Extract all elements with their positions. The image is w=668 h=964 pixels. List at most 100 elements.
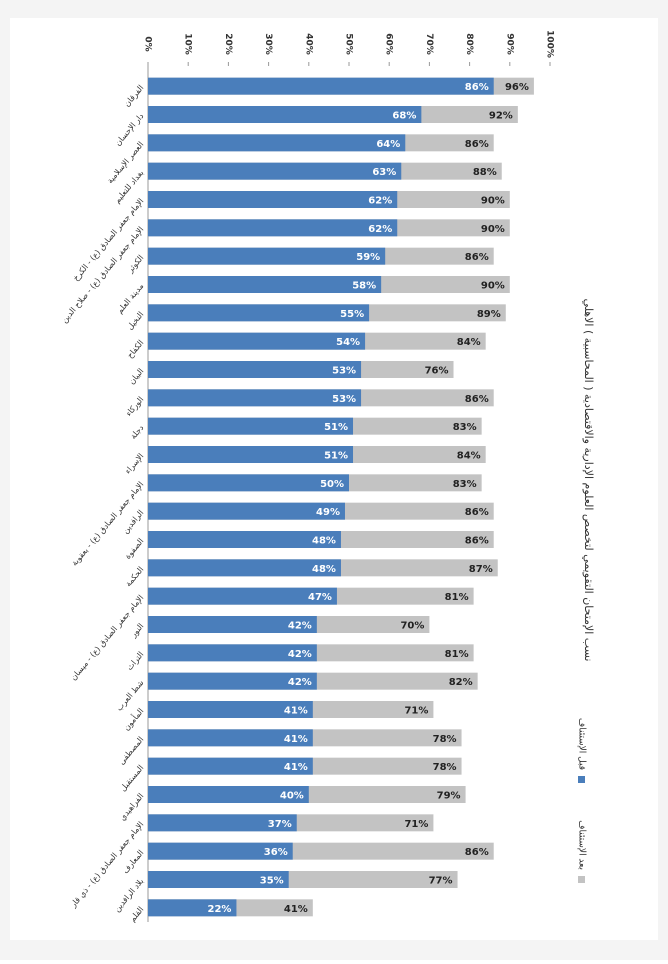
bar — [148, 276, 382, 293]
value-label: 90% — [481, 281, 505, 292]
bar — [148, 559, 341, 577]
value-label: 81% — [445, 649, 469, 660]
value-label: 90% — [481, 224, 505, 235]
value-label: 62% — [368, 196, 392, 207]
value-label: 71% — [404, 819, 428, 830]
value-label: 83% — [453, 479, 477, 490]
bar — [148, 701, 313, 718]
value-label: 71% — [404, 706, 428, 717]
value-label: 63% — [372, 167, 396, 178]
value-label: 78% — [433, 734, 457, 745]
value-label: 82% — [449, 677, 473, 688]
x-tick-label: 0% — [143, 36, 153, 51]
value-label: 49% — [316, 507, 340, 518]
value-label: 51% — [324, 451, 348, 462]
bar — [148, 446, 354, 463]
legend-swatch — [578, 776, 585, 783]
bar — [148, 502, 345, 520]
value-label: 42% — [288, 621, 312, 632]
value-label: 81% — [445, 592, 469, 603]
bar — [148, 587, 337, 605]
value-label: 68% — [392, 111, 416, 122]
value-label: 84% — [457, 451, 481, 462]
bar — [148, 672, 317, 690]
bar — [148, 134, 406, 152]
bar — [148, 757, 313, 775]
value-label: 90% — [481, 196, 505, 207]
bar — [148, 191, 398, 208]
value-label: 86% — [465, 139, 489, 150]
value-label: 41% — [284, 762, 308, 773]
bar — [148, 842, 293, 860]
bar — [148, 531, 341, 548]
value-label: 37% — [268, 819, 292, 830]
value-label: 70% — [400, 621, 424, 632]
value-label: 78% — [433, 762, 457, 773]
bar — [148, 644, 317, 662]
value-label: 89% — [477, 309, 501, 320]
value-label: 58% — [352, 281, 376, 292]
legend-label: قبل الإستئناف — [577, 718, 587, 770]
value-label: 76% — [425, 366, 449, 377]
bar — [148, 247, 386, 265]
value-label: 48% — [312, 564, 336, 575]
value-label: 86% — [465, 82, 489, 93]
bar — [148, 786, 309, 803]
value-label: 88% — [473, 167, 497, 178]
x-tick-label: 20% — [223, 33, 233, 55]
value-label: 59% — [356, 252, 380, 263]
bar — [148, 304, 370, 322]
value-label: 53% — [332, 394, 356, 405]
value-label: 42% — [288, 677, 312, 688]
bar — [148, 871, 289, 888]
value-label: 36% — [264, 847, 288, 858]
value-label: 42% — [288, 649, 312, 660]
value-label: 48% — [312, 536, 336, 547]
x-tick-label: 40% — [303, 33, 313, 55]
x-tick-label: 90% — [504, 33, 514, 55]
bar — [148, 389, 362, 407]
value-label: 50% — [320, 479, 344, 490]
value-label: 64% — [376, 139, 400, 150]
x-tick-label: 80% — [464, 33, 474, 55]
x-tick-label: 100% — [545, 30, 555, 58]
bar — [148, 361, 362, 378]
value-label: 47% — [308, 592, 332, 603]
value-label: 86% — [465, 847, 489, 858]
value-label: 86% — [465, 536, 489, 547]
value-label: 86% — [465, 507, 489, 518]
value-label: 86% — [465, 394, 489, 405]
bar — [148, 77, 494, 95]
bar — [148, 729, 313, 747]
value-label: 83% — [453, 422, 477, 433]
value-label: 96% — [505, 82, 529, 93]
value-label: 22% — [208, 904, 232, 915]
bar — [148, 106, 422, 123]
legend-label: بعد الإستئناف — [577, 820, 587, 870]
bar — [148, 616, 317, 633]
value-label: 54% — [336, 337, 360, 348]
value-label: 41% — [284, 706, 308, 717]
value-label: 41% — [284, 904, 308, 915]
bar — [148, 474, 349, 492]
value-label: 53% — [332, 366, 356, 377]
x-tick-label: 30% — [263, 33, 273, 55]
value-label: 62% — [368, 224, 392, 235]
x-tick-label: 10% — [183, 33, 193, 55]
bar — [148, 162, 402, 180]
value-label: 84% — [457, 337, 481, 348]
value-label: 92% — [489, 111, 513, 122]
value-label: 35% — [260, 876, 284, 887]
chart-title: نسب الإمتحان التقويمي لتخصص العلوم الإدا… — [582, 299, 595, 662]
bar — [148, 219, 398, 237]
bar — [148, 332, 366, 350]
bar — [148, 814, 297, 832]
value-label: 41% — [284, 734, 308, 745]
value-label: 51% — [324, 422, 348, 433]
x-tick-label: 70% — [424, 33, 434, 55]
x-tick-label: 60% — [384, 33, 394, 55]
bar — [148, 417, 354, 435]
value-label: 40% — [280, 791, 304, 802]
value-label: 55% — [340, 309, 364, 320]
